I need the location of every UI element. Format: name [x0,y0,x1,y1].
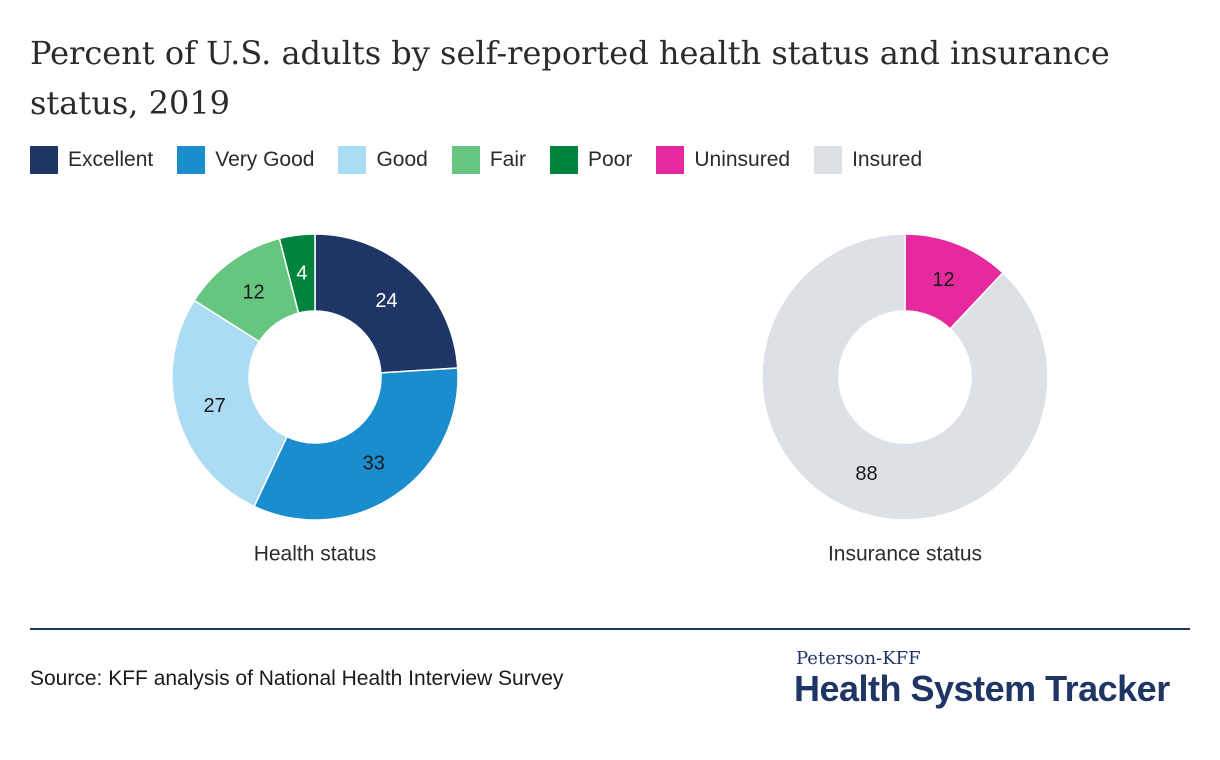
data-label-poor: 4 [296,262,307,284]
brand-logo: Health System Tracker [794,668,1170,709]
slice-very-good [253,367,459,521]
legend-item-very-good: Very Good [177,146,314,174]
data-label-fair: 12 [242,281,264,303]
legend-label-excellent: Excellent [68,148,154,171]
slice-poor [278,233,316,314]
chart-title: Percent of U.S. adults by self-reported … [30,34,1110,122]
legend-swatch-fair [451,146,480,174]
source-note: Source: KFF analysis of National Health … [30,667,564,690]
data-label-good: 27 [204,395,226,417]
slice-excellent [314,233,459,374]
legend-item-excellent: Excellent [30,146,153,174]
legend-swatch-very-good [177,146,206,174]
data-label-uninsured: 12 [932,269,954,291]
legend-swatch-excellent [30,146,58,174]
legend-swatch-poor [550,146,578,174]
legend-item-insured: Insured [814,146,922,174]
legend-label-poor: Poor [588,148,633,171]
chart-label-health-status: Health status [254,543,377,566]
legend-item-good: Good [338,146,428,174]
legend-item-fair: Fair [451,146,526,174]
legend: Excellent Very Good Good Fair Poor Unins… [30,145,946,175]
brand-subtitle: Peterson-KFF [796,648,921,669]
legend-item-poor: Poor [550,146,632,174]
legend-label-uninsured: Uninsured [694,148,791,171]
chart-label-insurance-status: Insurance status [828,543,982,566]
donut-charts: 24 33 27 12 4 Health status 12 88 Insurance stat… [171,233,1049,566]
data-label-insured: 88 [855,463,877,485]
legend-swatch-insured [814,146,843,174]
legend-label-very-good: Very Good [215,148,315,171]
slice-insured [761,233,1049,521]
legend-label-insured: Insured [852,148,923,171]
legend-swatch-uninsured [656,146,685,174]
legend-swatch-good [338,146,367,174]
data-label-excellent: 24 [375,290,397,312]
data-label-very-good: 33 [363,452,385,474]
legend-label-fair: Fair [489,148,526,171]
slice-good [171,299,288,508]
legend-item-uninsured: Uninsured [656,146,790,174]
legend-label-good: Good [376,148,428,171]
footer-divider [30,628,1190,630]
